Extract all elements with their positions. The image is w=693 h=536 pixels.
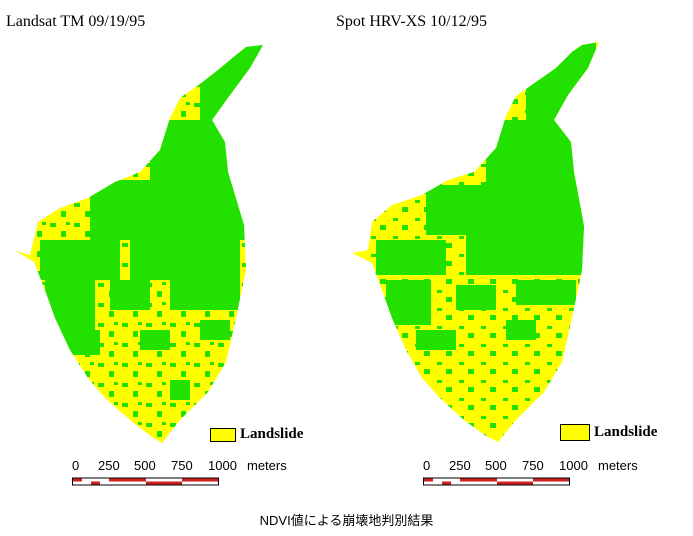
scale-graphic-landsat bbox=[72, 477, 219, 486]
landsat-map-area bbox=[16, 45, 263, 443]
scale-tick-750: 750 bbox=[171, 458, 193, 473]
legend-label: Landslide bbox=[594, 424, 658, 440]
scale-bar-spot: 0 250 500 750 1000 meters bbox=[423, 458, 638, 492]
scale-tick-250: 250 bbox=[98, 458, 120, 473]
scale-tick-0: 0 bbox=[72, 458, 80, 473]
legend-landsat: Landslide bbox=[210, 426, 303, 443]
scale-graphic-spot bbox=[423, 477, 570, 486]
map-title-spot: Spot HRV-XS 10/12/95 bbox=[336, 13, 488, 30]
scale-tick-0: 0 bbox=[423, 458, 431, 473]
legend-swatch-landslide bbox=[560, 424, 590, 441]
map-title-landsat: Landsat TM 09/19/95 bbox=[6, 13, 146, 30]
scale-bar-landsat: 0 250 500 750 1000 meters bbox=[72, 458, 287, 492]
spot-classification-map bbox=[352, 42, 599, 442]
figure-caption: NDVI値による崩壊地判別結果 bbox=[259, 513, 434, 528]
scale-tick-500: 500 bbox=[485, 458, 507, 473]
legend-label: Landslide bbox=[240, 426, 304, 442]
legend-spot: Landslide bbox=[560, 424, 657, 441]
legend-swatch-landslide bbox=[210, 427, 236, 442]
scale-tick-250: 250 bbox=[449, 458, 471, 473]
scale-tick-750: 750 bbox=[522, 458, 544, 473]
scale-unit: meters bbox=[247, 458, 287, 473]
scale-unit: meters bbox=[598, 458, 638, 473]
scale-tick-500: 500 bbox=[134, 458, 156, 473]
scale-tick-1000: 1000 bbox=[208, 458, 237, 473]
landsat-classification-map bbox=[16, 45, 263, 443]
scale-tick-1000: 1000 bbox=[559, 458, 588, 473]
spot-map-area bbox=[352, 42, 599, 442]
